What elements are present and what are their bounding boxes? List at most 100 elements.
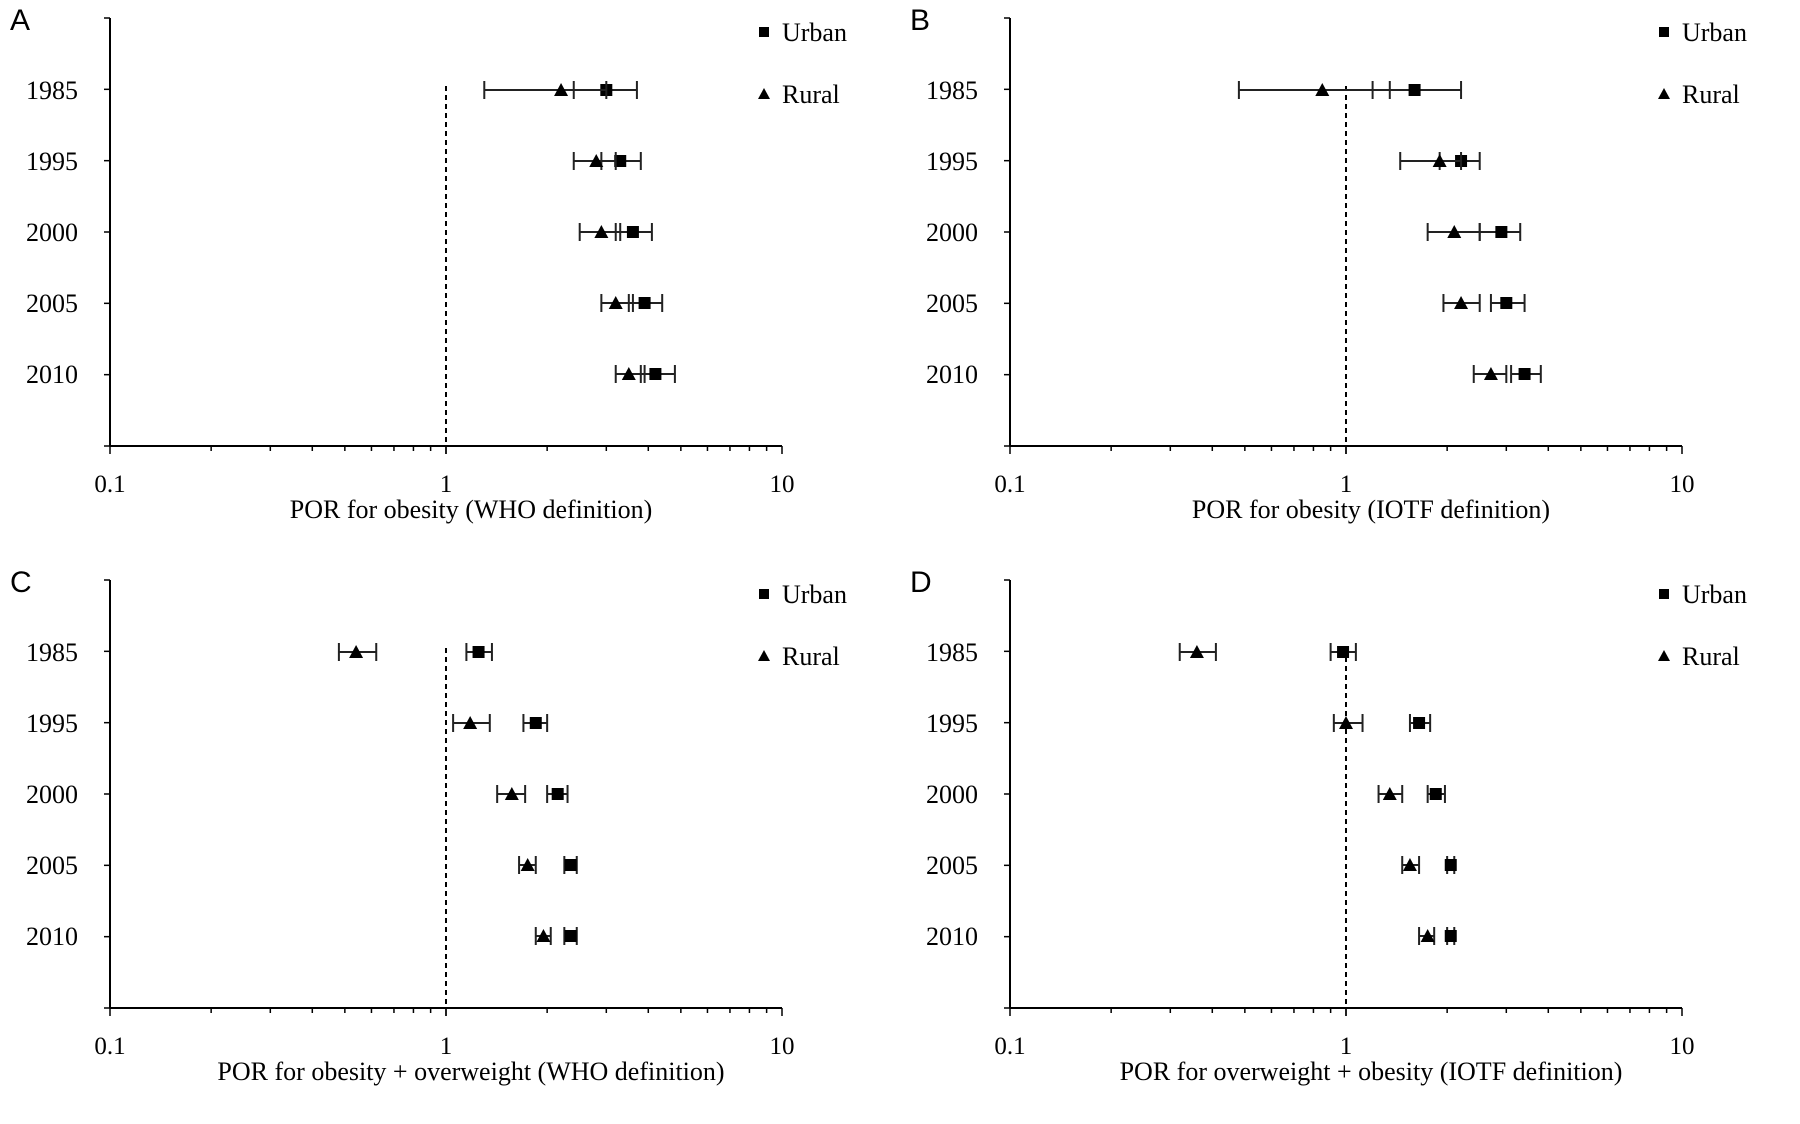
rural-point <box>504 787 519 800</box>
urban-point <box>1444 930 1457 942</box>
legend-label-rural: Rural <box>1682 642 1740 671</box>
panel-b: B 0.1 1 10 POR for obesity (IOTF definition)… <box>900 0 1800 562</box>
x-tick-label: 0.1 <box>994 471 1025 498</box>
x-tick-label: 10 <box>1670 471 1695 498</box>
x-tick-label: 10 <box>770 471 795 498</box>
urban-point <box>564 930 577 942</box>
x-axis-label: POR for obesity (WHO definition) <box>290 495 653 524</box>
rural-point <box>1382 787 1397 800</box>
y-tick-label: 1985 <box>26 76 78 105</box>
x-tick-label: 1 <box>1340 471 1353 498</box>
panel-letter-b: B <box>910 4 930 37</box>
panel-d: D 0.1 1 10 POR for overweight + obesity (IOT… <box>900 562 1800 1124</box>
legend-triangle-icon <box>1658 650 1670 661</box>
rural-point <box>1447 225 1462 238</box>
y-tick-label: 2010 <box>926 360 978 389</box>
rural-point <box>1315 83 1330 96</box>
urban-point <box>1413 717 1426 729</box>
legend-label-rural: Rural <box>1682 80 1740 109</box>
legend-label-urban: Urban <box>1682 580 1747 609</box>
legend-label-urban: Urban <box>1682 18 1747 47</box>
panel-letter-a: A <box>10 4 30 37</box>
y-tick-label: 1995 <box>926 147 978 176</box>
y-tick-label: 1985 <box>26 638 78 667</box>
y-tick-label: 1995 <box>26 709 78 738</box>
urban-point <box>638 297 651 309</box>
rural-point <box>536 929 551 942</box>
rural-point <box>1339 716 1353 729</box>
y-tick-label: 2000 <box>926 780 978 809</box>
x-tick-label: 0.1 <box>94 1033 125 1060</box>
rural-point <box>594 225 609 238</box>
y-tick-label: 2005 <box>26 851 78 880</box>
legend-square-icon <box>759 27 769 37</box>
x-tick-label: 10 <box>1670 1033 1695 1060</box>
forest-plot-d: D 0.1 1 10 POR for overweight + obesity (IOT… <box>910 566 1747 1086</box>
x-axis-label: POR for overweight + obesity (IOTF defin… <box>1120 1057 1623 1086</box>
urban-point <box>614 155 627 167</box>
urban-point <box>1495 226 1508 238</box>
y-tick-label: 2005 <box>926 289 978 318</box>
urban-point <box>1500 297 1513 309</box>
legend-triangle-icon <box>758 650 770 661</box>
x-tick-label: 0.1 <box>94 471 125 498</box>
legend-square-icon <box>759 589 769 599</box>
urban-point <box>1518 368 1531 380</box>
y-tick-label: 1985 <box>926 638 978 667</box>
y-tick-label: 2010 <box>26 360 78 389</box>
rural-point <box>463 716 478 729</box>
urban-point <box>564 859 577 871</box>
y-tick-label: 1985 <box>926 76 978 105</box>
urban-point <box>649 368 662 380</box>
urban-point <box>1429 788 1442 800</box>
panel-a: A 0.1 1 10 POR for obesity (WHO definition) 1… <box>0 0 900 562</box>
legend-square-icon <box>1659 589 1669 599</box>
x-tick-label: 0.1 <box>994 1033 1025 1060</box>
rural-point <box>1454 296 1469 309</box>
rural-point <box>1432 154 1447 167</box>
urban-point <box>472 646 485 658</box>
urban-point <box>1408 84 1421 96</box>
y-tick-label: 2000 <box>926 218 978 247</box>
legend-label-rural: Rural <box>782 80 840 109</box>
y-tick-label: 2010 <box>926 922 978 951</box>
rural-point <box>520 858 535 871</box>
x-tick-label: 10 <box>770 1033 795 1060</box>
y-tick-label: 2005 <box>26 289 78 318</box>
x-tick-label: 1 <box>440 1033 453 1060</box>
rural-point <box>621 367 636 380</box>
legend-triangle-icon <box>1658 88 1670 99</box>
y-tick-label: 1995 <box>926 709 978 738</box>
urban-point <box>1337 646 1350 658</box>
y-tick-label: 2010 <box>26 922 78 951</box>
rural-point <box>554 83 569 96</box>
panel-letter-d: D <box>910 566 932 599</box>
y-tick-label: 2005 <box>926 851 978 880</box>
urban-point <box>529 717 542 729</box>
rural-point <box>608 296 623 309</box>
forest-plot-b: B 0.1 1 10 POR for obesity (IOTF definition)… <box>910 4 1747 524</box>
panel-letter-c: C <box>10 566 32 599</box>
rural-point <box>1402 858 1417 871</box>
urban-point <box>551 788 564 800</box>
rural-point <box>349 645 364 658</box>
legend-label-urban: Urban <box>782 18 847 47</box>
legend-label-urban: Urban <box>782 580 847 609</box>
y-tick-label: 2000 <box>26 218 78 247</box>
rural-point <box>1483 367 1498 380</box>
forest-plot-a: A 0.1 1 10 POR for obesity (WHO definition) 1… <box>10 4 847 524</box>
rural-point <box>1189 645 1204 658</box>
urban-point <box>626 226 639 238</box>
x-axis-label: POR for obesity (IOTF definition) <box>1192 495 1550 524</box>
panel-c: C 0.1 1 10 POR for obesity + overweight (WHO… <box>0 562 900 1124</box>
x-axis-label: POR for obesity + overweight (WHO defini… <box>217 1057 724 1086</box>
y-tick-label: 1995 <box>26 147 78 176</box>
urban-point <box>1444 859 1457 871</box>
legend-label-rural: Rural <box>782 642 840 671</box>
x-tick-label: 1 <box>440 471 453 498</box>
legend-triangle-icon <box>758 88 770 99</box>
legend-square-icon <box>1659 27 1669 37</box>
rural-point <box>1420 929 1435 942</box>
x-tick-label: 1 <box>1340 1033 1353 1060</box>
